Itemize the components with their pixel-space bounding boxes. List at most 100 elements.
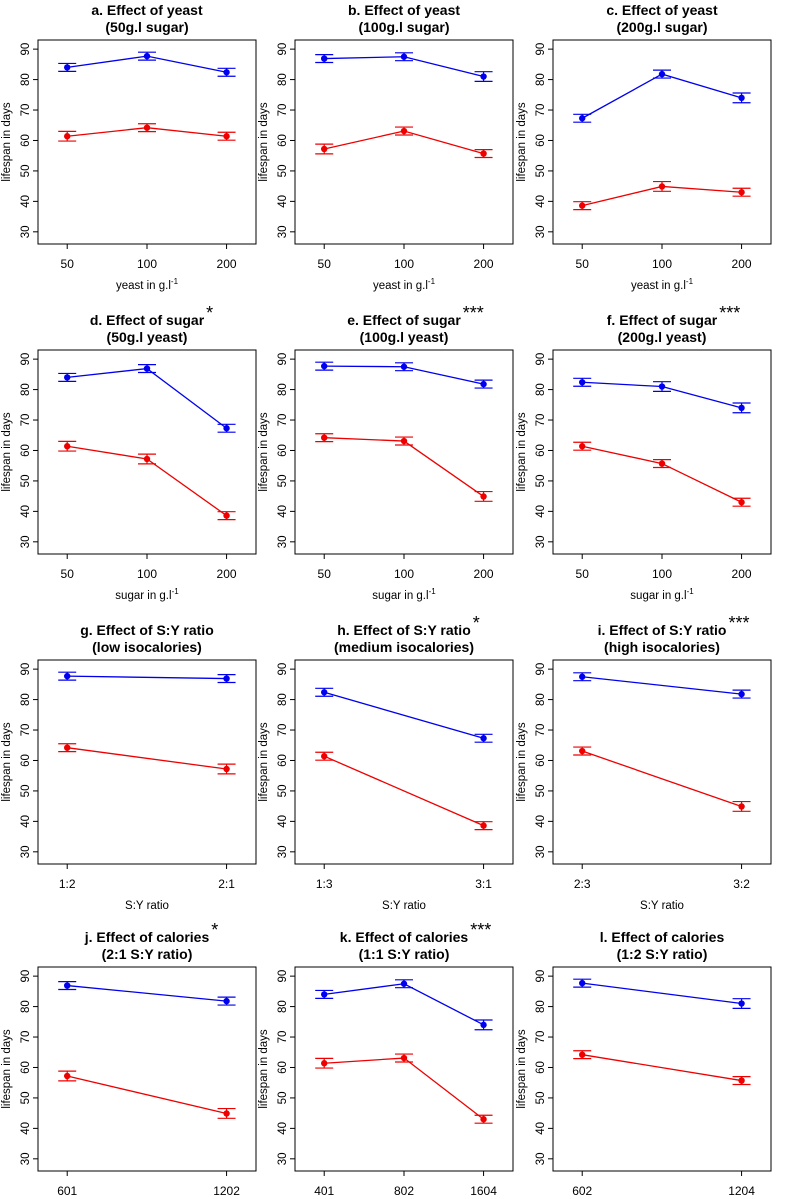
x-tick-label: 50 — [318, 567, 332, 581]
data-point — [738, 189, 745, 196]
series-blue — [58, 671, 236, 684]
y-tick-label: 90 — [535, 970, 547, 983]
panel-subtitle: (100g.l sugar) — [358, 19, 449, 35]
y-tick-label: 80 — [277, 693, 289, 706]
y-axis-label: lifespan in days — [258, 102, 270, 182]
y-tick-label: 70 — [20, 414, 32, 427]
y-tick-label: 70 — [535, 414, 547, 427]
y-tick-label: 60 — [277, 1061, 289, 1074]
x-tick-label: 1604 — [470, 1184, 497, 1198]
y-tick-label: 30 — [277, 535, 289, 548]
data-point — [658, 460, 666, 467]
y-axis-label: lifespan in days — [516, 1029, 528, 1109]
series-line — [67, 747, 227, 770]
panel-title: c. Effect of yeast — [606, 2, 718, 18]
y-tick-label: 90 — [20, 663, 32, 676]
data-point — [64, 133, 71, 140]
data-point — [321, 753, 328, 760]
data-point — [64, 672, 71, 680]
y-tick-label: 80 — [277, 383, 289, 396]
data-point — [400, 980, 408, 987]
panel-subtitle: (1:2 S:Y ratio) — [617, 946, 708, 962]
series-red — [573, 441, 751, 507]
series-blue — [315, 361, 493, 389]
y-tick-label: 80 — [277, 73, 289, 86]
panel-g: g. Effect of S:Y ratio(low isocalories) 3… — [1, 622, 257, 912]
x-axis-label-superscript: -1 — [687, 587, 695, 596]
y-tick-label: 70 — [277, 104, 289, 117]
x-tick-label: 100 — [137, 257, 157, 271]
y-tick-label: 90 — [20, 43, 32, 56]
y-tick-label: 70 — [20, 1031, 32, 1044]
plot-frame — [37, 659, 257, 865]
series-line — [581, 750, 742, 808]
panel-subtitle: (high isocalories) — [604, 639, 720, 655]
y-tick-label: 50 — [277, 165, 289, 178]
x-tick-label: 2:1 — [218, 877, 235, 891]
data-point — [480, 73, 487, 80]
y-tick-label: 80 — [535, 73, 547, 86]
series-red — [573, 1050, 751, 1086]
y-axis-label: lifespan in days — [516, 102, 528, 182]
panel-subtitle: (medium isocalories) — [334, 639, 474, 655]
x-tick-label: 100 — [652, 567, 672, 581]
series-line — [582, 445, 742, 503]
panel-a: a. Effect of yeast(50g.l sugar) 30 40 50 60 7… — [1, 2, 257, 292]
data-point — [658, 183, 666, 190]
series-line — [582, 982, 742, 1005]
x-tick-label: 200 — [732, 257, 752, 271]
y-tick-label: 70 — [277, 414, 289, 427]
data-point — [143, 455, 151, 463]
y-tick-label: 40 — [20, 195, 32, 208]
data-point — [400, 127, 408, 135]
data-point — [400, 437, 408, 445]
data-point — [738, 1077, 745, 1084]
series-blue — [573, 978, 751, 1010]
data-point — [143, 365, 151, 372]
data-point — [64, 64, 71, 71]
x-tick-label: 1:3 — [316, 877, 333, 891]
x-tick-label: 601 — [57, 1184, 77, 1198]
panel-subtitle: (low isocalories) — [92, 639, 202, 655]
y-axis-label: lifespan in days — [1, 1029, 13, 1109]
panel-i: i. Effect of S:Y ratio(high isocalories)… — [516, 613, 772, 912]
plot-frame — [37, 966, 257, 1172]
y-tick-label: 80 — [20, 73, 32, 86]
plot-frame — [294, 966, 514, 1172]
data-point — [321, 991, 328, 998]
x-tick-label: 100 — [394, 257, 414, 271]
x-axis-label: yeast in g.l-1 — [373, 277, 436, 292]
y-tick-label: 90 — [277, 353, 289, 366]
y-tick-label: 70 — [535, 104, 547, 117]
data-point — [738, 803, 745, 810]
x-axis-label-text: S:Y ratio — [382, 900, 426, 912]
y-tick-label: 30 — [277, 225, 289, 238]
data-point — [738, 404, 745, 412]
y-tick-label: 80 — [277, 1000, 289, 1013]
y-tick-label: 60 — [277, 754, 289, 767]
y-tick-label: 80 — [20, 1000, 32, 1013]
panel-title: f. Effect of sugar — [607, 312, 718, 328]
data-point — [321, 1060, 328, 1067]
series-red — [58, 1070, 236, 1119]
series-line — [582, 1054, 742, 1082]
y-tick-label: 90 — [535, 663, 547, 676]
y-tick-label: 40 — [277, 505, 289, 518]
y-tick-label: 40 — [535, 815, 547, 828]
x-tick-label: 50 — [576, 567, 590, 581]
x-axis-label: sugar in g.l-1 — [115, 587, 179, 602]
panel-subtitle: (200g.l sugar) — [616, 19, 707, 35]
series-line — [581, 73, 742, 119]
data-point — [480, 493, 487, 500]
data-point — [321, 145, 328, 153]
series-blue — [58, 981, 236, 1006]
data-point — [223, 765, 230, 773]
panel-b: b. Effect of yeast(100g.l sugar) 30 40 50 60… — [258, 2, 514, 292]
data-point — [400, 363, 408, 370]
y-tick-label: 70 — [277, 1031, 289, 1044]
panel-l: l. Effect of calories(1:2 S:Y ratio) 30 40… — [516, 929, 772, 1198]
y-tick-label: 50 — [535, 1092, 547, 1105]
y-tick-label: 90 — [277, 663, 289, 676]
data-point — [321, 362, 328, 370]
y-tick-label: 60 — [535, 754, 547, 767]
